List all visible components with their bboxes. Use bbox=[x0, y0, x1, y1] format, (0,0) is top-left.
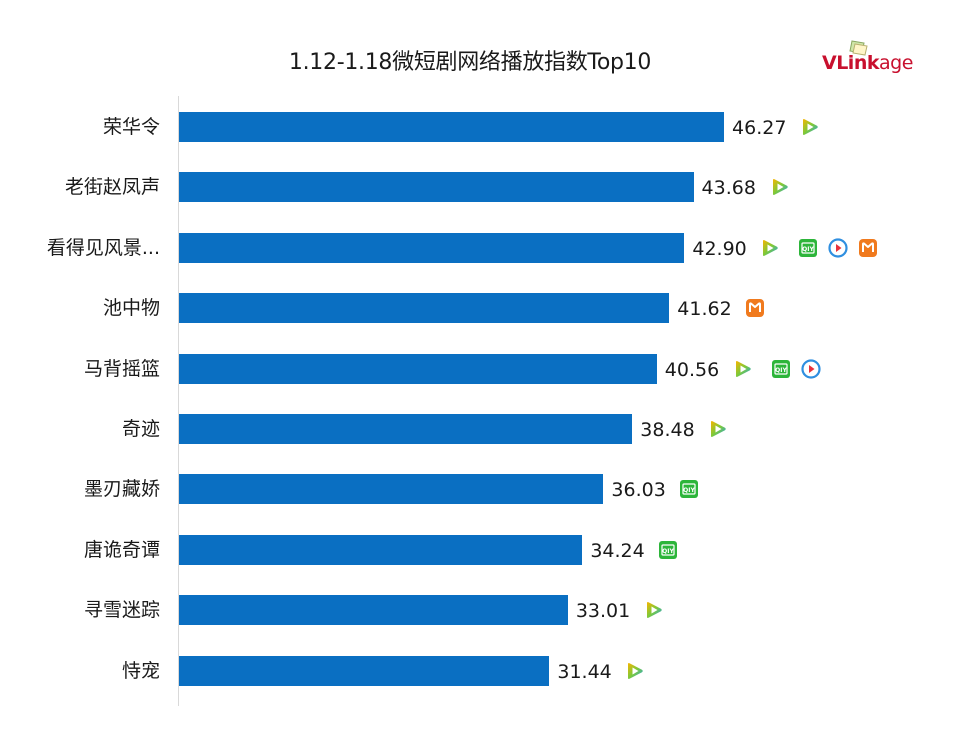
bar-row: 荣华令 46.27 bbox=[0, 112, 960, 142]
value-label: 38.48 bbox=[640, 419, 695, 441]
iqiyi-icon: QIY bbox=[771, 359, 791, 379]
svg-text:QIY: QIY bbox=[663, 548, 675, 555]
mango-tv-icon bbox=[745, 298, 765, 318]
value-label: 41.62 bbox=[677, 298, 732, 321]
platform-icons: QIY bbox=[760, 233, 878, 263]
bar-row: 恃宠 31.44 bbox=[0, 655, 960, 686]
value-label: 46.27 bbox=[732, 117, 787, 139]
bar-row: 奇迹 38.48 bbox=[0, 414, 960, 444]
value-label: 31.44 bbox=[557, 660, 612, 683]
tencent-video-icon bbox=[800, 117, 820, 137]
category-label: 老街赵凤声 bbox=[64, 176, 160, 199]
platform-icons bbox=[644, 595, 664, 625]
svg-text:QIY: QIY bbox=[803, 246, 815, 253]
platform-icons bbox=[745, 293, 765, 323]
category-label: 看得见风景... bbox=[46, 236, 160, 259]
tencent-video-icon bbox=[733, 359, 753, 379]
svg-text:QIY: QIY bbox=[775, 366, 787, 373]
category-label: 唐诡奇谭 bbox=[83, 538, 160, 561]
svg-text:QIY: QIY bbox=[684, 487, 696, 494]
platform-icons: QIY bbox=[733, 354, 821, 384]
platform-icons bbox=[708, 414, 728, 444]
value-label: 40.56 bbox=[664, 358, 720, 381]
category-label: 寻雪迷踪 bbox=[83, 599, 160, 622]
mango-tv-icon bbox=[858, 238, 878, 258]
vlinkage-logo: VLinkage bbox=[822, 38, 922, 78]
bar-row: 老街赵凤声 43.68 bbox=[0, 172, 960, 203]
bar bbox=[179, 293, 670, 324]
iqiyi-icon: QIY bbox=[658, 540, 678, 560]
bar bbox=[179, 232, 685, 263]
tencent-video-icon bbox=[708, 419, 728, 439]
category-label: 池中物 bbox=[102, 297, 160, 320]
category-label: 奇迹 bbox=[121, 418, 160, 440]
bar bbox=[179, 112, 725, 142]
value-label: 43.68 bbox=[701, 177, 756, 200]
value-label: 33.01 bbox=[575, 600, 631, 623]
y-axis-line bbox=[178, 96, 179, 706]
bar bbox=[179, 414, 633, 444]
bar bbox=[179, 172, 694, 203]
category-label: 恃宠 bbox=[121, 659, 160, 682]
value-label: 36.03 bbox=[611, 479, 666, 502]
bar bbox=[179, 655, 550, 686]
bar-row: 唐诡奇谭 34.24 QIY bbox=[0, 534, 960, 565]
logo-text-bold: VLink bbox=[822, 52, 880, 74]
tencent-video-icon bbox=[760, 238, 780, 258]
iqiyi-icon: QIY bbox=[679, 479, 699, 499]
bar bbox=[179, 474, 604, 505]
category-label: 马背摇篮 bbox=[83, 357, 160, 380]
value-label: 42.90 bbox=[692, 237, 747, 260]
logo-cards-icon bbox=[849, 40, 868, 56]
bar-row: 池中物 41.62 bbox=[0, 293, 960, 324]
platform-icons: QIY bbox=[658, 535, 678, 565]
bar bbox=[179, 353, 657, 384]
tencent-video-icon bbox=[644, 600, 664, 620]
bar bbox=[179, 595, 568, 626]
category-label: 荣华令 bbox=[102, 116, 160, 138]
category-label: 墨刃藏娇 bbox=[83, 478, 160, 501]
value-label: 34.24 bbox=[590, 539, 645, 562]
logo-text-thin: age bbox=[879, 52, 913, 74]
youku-icon bbox=[801, 358, 821, 379]
logo-text: VLinkage bbox=[822, 52, 913, 74]
tencent-video-icon bbox=[770, 177, 790, 197]
bar-row: 墨刃藏娇 36.03 QIY bbox=[0, 474, 960, 505]
tencent-video-icon bbox=[625, 661, 645, 681]
iqiyi-icon: QIY bbox=[798, 238, 818, 258]
youku-icon bbox=[828, 238, 848, 258]
platform-icons bbox=[800, 112, 820, 142]
chart-title: 1.12-1.18微短剧网络播放指数Top10 bbox=[288, 50, 652, 75]
bar-row: 寻雪迷踪 33.01 bbox=[0, 595, 960, 626]
bar bbox=[179, 534, 583, 565]
platform-icons bbox=[770, 172, 790, 202]
bar-row: 马背摇篮 40.56 QIY bbox=[0, 353, 960, 384]
platform-icons: QIY bbox=[679, 474, 699, 504]
platform-icons bbox=[625, 656, 645, 686]
bar-row: 看得见风景... 42.90 QIY bbox=[0, 232, 960, 263]
